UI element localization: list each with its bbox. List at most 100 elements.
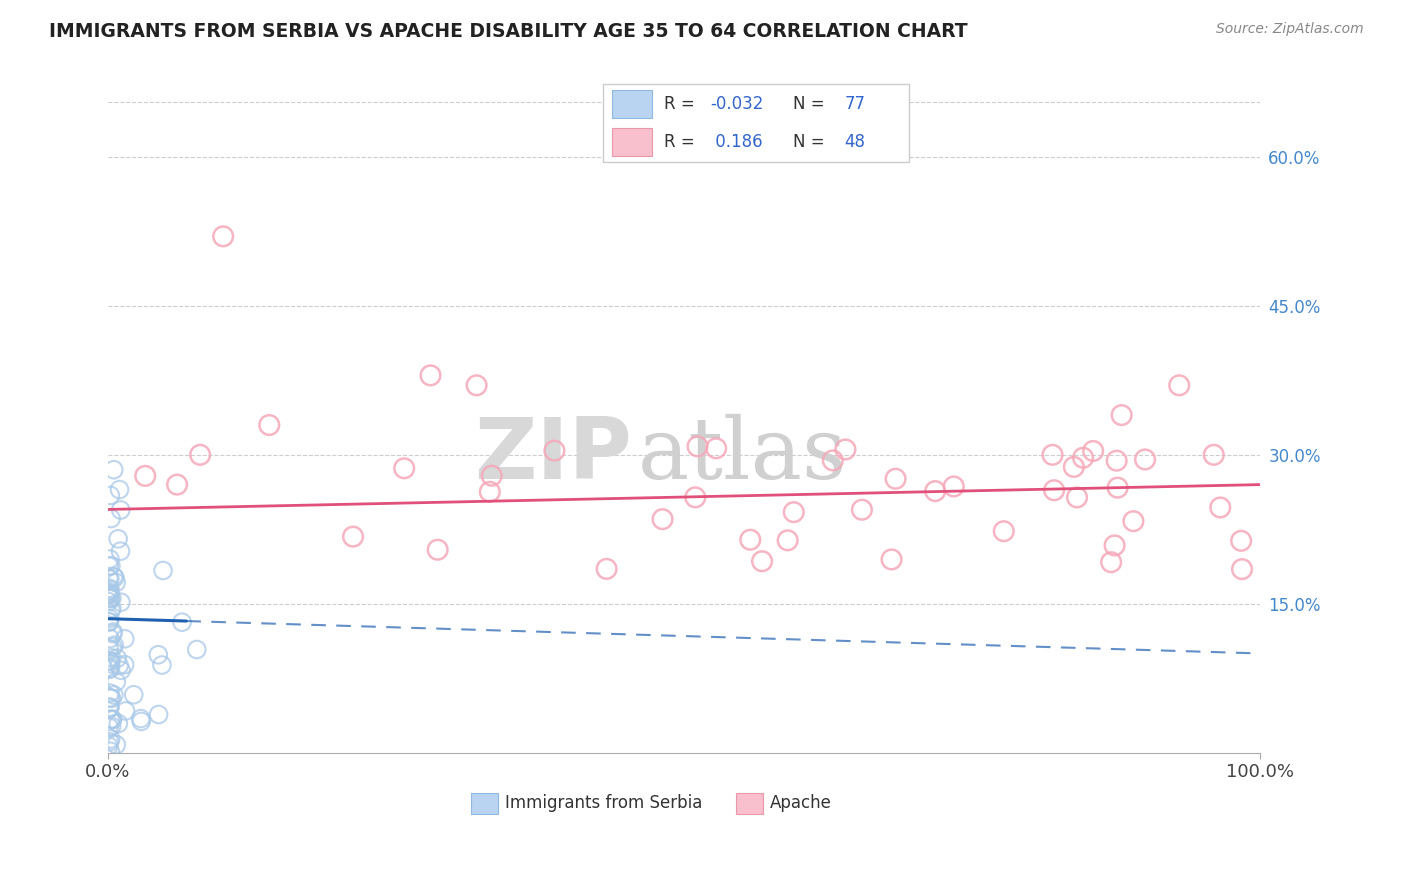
Point [751,554,773,568]
Point [186,642,208,657]
Point [97,572,120,586]
Point [114,704,136,718]
Point [103,688,125,702]
Point [1081,444,1104,458]
Point [98,662,121,676]
Point [97,595,120,609]
Point [170,615,193,630]
Point [97,584,120,599]
Point [98,591,121,605]
Point [259,417,281,432]
Point [98,642,121,657]
Point [110,595,132,609]
Point [98,559,121,574]
Point [101,712,124,726]
Text: Immigrants from Serbia: Immigrants from Serbia [505,795,703,813]
Point [1133,452,1156,467]
Point [100,719,122,733]
Point [880,552,903,566]
Point [101,713,124,727]
Point [110,544,132,558]
Point [110,663,132,677]
Text: ZIP: ZIP [474,414,633,497]
Point [1230,562,1253,576]
Point [543,443,565,458]
Point [150,658,173,673]
Point [98,686,121,700]
Point [1063,459,1085,474]
Point [188,448,211,462]
Point [1066,491,1088,505]
Point [108,483,131,497]
Point [101,601,124,615]
Point [993,524,1015,539]
Point [148,707,170,722]
Point [100,731,122,746]
Point [100,603,122,617]
Point [100,651,122,665]
Point [98,690,121,705]
Point [704,442,727,456]
Point [103,463,125,477]
Point [134,469,156,483]
Point [105,575,128,590]
Point [97,587,120,601]
Point [100,657,122,671]
Point [924,484,946,499]
Point [98,552,121,566]
Point [776,533,799,548]
Point [100,691,122,706]
Point [1107,481,1129,495]
Point [212,229,235,244]
Bar [735,793,763,814]
Point [98,587,121,601]
Text: Source: ZipAtlas.com: Source: ZipAtlas.com [1216,22,1364,37]
Point [1168,378,1191,392]
Point [821,453,844,467]
Point [685,491,707,505]
Point [100,511,122,525]
Point [851,502,873,516]
Point [478,484,501,499]
Point [100,591,122,606]
Point [100,558,122,573]
Point [104,570,127,584]
Point [148,648,170,662]
Point [1071,450,1094,465]
Point [166,477,188,491]
Point [108,658,131,673]
Point [1042,448,1064,462]
Point [98,488,121,502]
Point [97,587,120,601]
Point [110,503,132,517]
Text: Apache: Apache [770,795,832,813]
Point [1202,448,1225,462]
Point [97,739,120,753]
Point [98,572,121,586]
Point [100,661,122,675]
Point [1230,533,1253,548]
Point [152,564,174,578]
Point [97,615,120,629]
Point [107,532,129,546]
Bar [471,793,499,814]
Text: IMMIGRANTS FROM SERBIA VS APACHE DISABILITY AGE 35 TO 64 CORRELATION CHART: IMMIGRANTS FROM SERBIA VS APACHE DISABIL… [49,22,967,41]
Point [783,505,806,519]
Point [114,632,136,646]
Text: atlas: atlas [638,414,846,497]
Point [392,461,415,475]
Point [1043,483,1066,498]
Point [342,530,364,544]
Point [105,651,128,665]
Point [1209,500,1232,515]
Point [481,468,503,483]
Point [884,472,907,486]
Point [103,569,125,583]
Point [98,654,121,668]
Point [426,542,449,557]
Point [1104,538,1126,552]
Point [105,738,128,752]
Point [98,632,121,646]
Point [834,442,856,457]
Point [1099,555,1122,569]
